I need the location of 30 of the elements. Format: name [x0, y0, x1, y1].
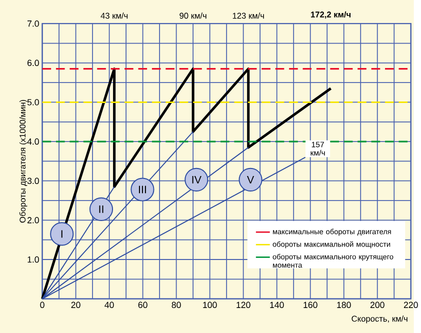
x-tick-label: 120: [236, 302, 250, 308]
y-axis-title: Обороты двигателя (x1000/мин): [19, 100, 28, 222]
annotation: II: [99, 205, 104, 213]
x2-tick-label: 172,2 км/ч: [311, 11, 351, 19]
x-tick-label: 80: [172, 302, 181, 308]
x-tick-label: 40: [104, 302, 114, 308]
annotation: I: [61, 230, 62, 238]
annotation: III: [138, 186, 146, 194]
y-tick-label: 4.0: [27, 138, 39, 145]
y-tick-label: 6.0: [27, 60, 39, 66]
x2-tick-label: 123 км/ч: [232, 12, 264, 19]
annotation: IV: [192, 176, 202, 184]
x-tick-label: 140: [270, 302, 284, 308]
x2-tick-label: 90 км/ч: [180, 12, 206, 19]
y-tick-label: 3.0: [27, 178, 39, 184]
x-tick-label: 180: [337, 302, 351, 308]
y-tick-label: 5.0: [27, 98, 39, 106]
x-tick-label: 220: [404, 302, 418, 308]
x-tick-label: 100: [203, 302, 217, 308]
annotation: V: [246, 176, 254, 184]
x-tick-label: 20: [71, 302, 80, 308]
x-tick-label: 0: [40, 302, 44, 308]
x2-tick-label: 43 км/ч: [100, 12, 128, 19]
x-axis-title: Скорость, км/ч: [352, 315, 408, 324]
y-tick-label: 2.0: [27, 216, 39, 224]
x-tick-label: 160: [304, 302, 318, 308]
y-tick-label: 7.0: [27, 20, 39, 27]
x-tick-label: 200: [370, 302, 384, 308]
y-tick-label: 1.0: [28, 256, 39, 263]
x-tick-label: 60: [138, 302, 148, 308]
